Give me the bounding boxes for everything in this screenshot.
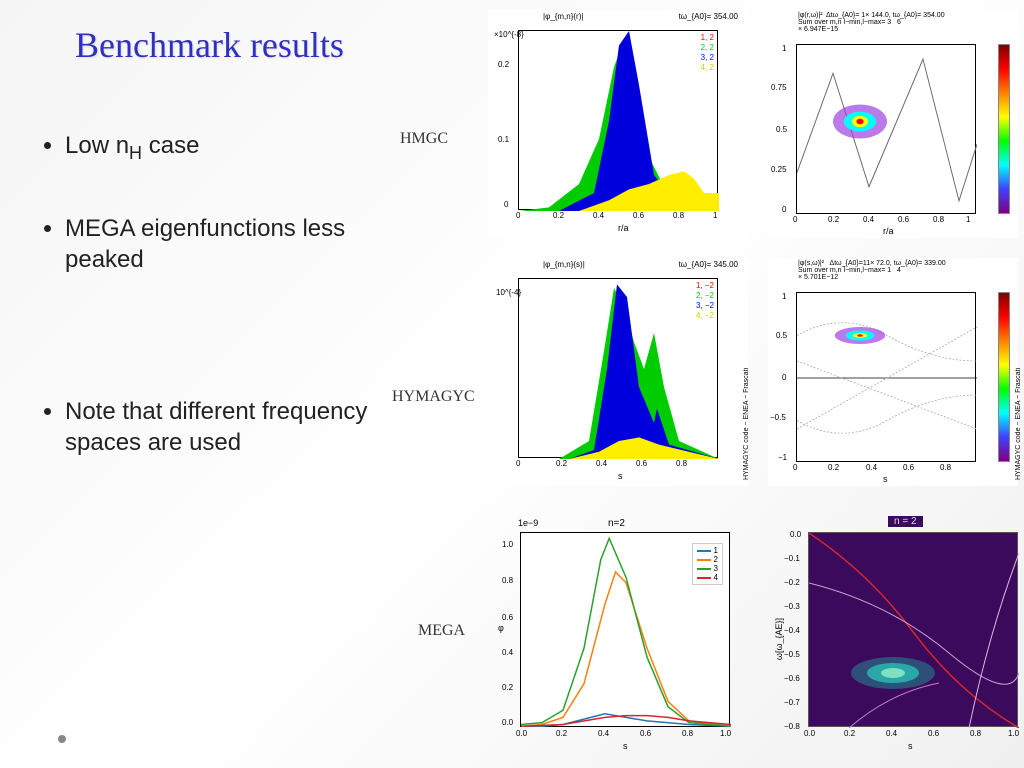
y-label: φ bbox=[498, 623, 504, 633]
legend-item: 3, −2 bbox=[696, 301, 714, 310]
page-title: Benchmark results bbox=[75, 24, 344, 66]
mega-omega-svg bbox=[809, 533, 1019, 728]
legend-item: 1, −2 bbox=[696, 281, 714, 290]
y-factor: 1e−9 bbox=[518, 518, 538, 528]
chart-title: |φ_{m,n}(s)| bbox=[543, 260, 585, 269]
hmgc-eigen-chart: |φ_{m,n}(r)| tω_{A0}= 354.00 1, 2 2, 2 3… bbox=[488, 10, 748, 238]
x-label: s bbox=[883, 474, 888, 484]
bullet-item: MEGA eigenfunctions less peaked bbox=[65, 213, 400, 275]
chart-annot: tω_{A0}= 345.00 bbox=[679, 260, 738, 269]
chart-title: n = 2 bbox=[888, 516, 923, 527]
legend-item: 2, 2 bbox=[701, 43, 714, 52]
bullet-item: Note that different frequency spaces are… bbox=[65, 396, 400, 458]
hymagyc-eigen-chart: |φ_{m,n}(s)| tω_{A0}= 345.00 1, −2 2, −2… bbox=[488, 258, 748, 486]
hmgc-omega-chart: |φ(r,ω)|² Δtω_{A0}= 1× 144.0, tω_{A0}= 3… bbox=[768, 10, 1018, 238]
y-factor: 10^{-4} bbox=[496, 288, 521, 297]
bullet-list: Low nH case MEGA eigenfunctions less pea… bbox=[40, 130, 400, 506]
hmgc-eigen-svg bbox=[519, 31, 719, 211]
colorbar bbox=[998, 44, 1010, 214]
legend-item: 2, −2 bbox=[696, 291, 714, 300]
x-label: s bbox=[908, 741, 913, 751]
colorbar bbox=[998, 292, 1010, 462]
mega-eigen-chart: n=2 1e−9 1 2 3 4 φ 0.0 0.2 0.4 0.6 0.8 1… bbox=[488, 508, 748, 756]
hymagyc-omega-svg bbox=[797, 293, 977, 463]
hmgc-eigen-annot: tω_{A0}= 354.00 bbox=[679, 12, 738, 21]
legend-item: 3, 2 bbox=[701, 53, 714, 62]
chart-title: n=2 bbox=[608, 518, 625, 529]
chart-grid: |φ_{m,n}(r)| tω_{A0}= 354.00 1, 2 2, 2 3… bbox=[488, 10, 1018, 758]
hymagyc-eigen-svg bbox=[519, 279, 719, 459]
side-label: HYMAGYC code − ENEA − Frascati bbox=[1015, 368, 1022, 480]
hymagyc-omega-chart: |φ(s,ω)|² Δtω_{A0}=11× 72.0, tω_{A0}= 33… bbox=[768, 258, 1018, 486]
bullet-item: Low nH case bbox=[65, 130, 400, 165]
page-indicator bbox=[58, 735, 66, 743]
mega-legend: 1 2 3 4 bbox=[692, 543, 723, 585]
chart-annot: |φ(s,ω)|² Δtω_{A0}=11× 72.0, tω_{A0}= 33… bbox=[798, 260, 946, 281]
row-label-hymagyc: HYMAGYC bbox=[392, 388, 475, 406]
hmgc-eigen-title: |φ_{m,n}(r)| bbox=[543, 12, 583, 21]
row-label-mega: MEGA bbox=[418, 622, 465, 640]
row-label-hmgc: HMGC bbox=[400, 130, 448, 148]
legend-item: 1, 2 bbox=[701, 33, 714, 42]
x-label: s bbox=[618, 471, 623, 481]
side-label: HYMAGYC code − ENEA − Frascati bbox=[743, 368, 750, 480]
hmgc-omega-annot: |φ(r,ω)|² Δtω_{A0}= 1× 144.0, tω_{A0}= 3… bbox=[798, 12, 945, 33]
y-factor: ×10^{-8} bbox=[494, 30, 524, 39]
legend-item: 4, 2 bbox=[701, 63, 714, 72]
x-label: s bbox=[623, 741, 628, 751]
legend-item: 4, −2 bbox=[696, 311, 714, 320]
hmgc-omega-svg bbox=[797, 45, 977, 215]
x-label: r/a bbox=[883, 226, 894, 236]
y-label: ω[ω_{AE}] bbox=[774, 618, 784, 660]
mega-omega-chart: n = 2 ω[ω_{AE}] 0.0 0.2 0.4 0.6 0.8 1.0 … bbox=[768, 508, 1018, 756]
x-label: r/a bbox=[618, 223, 629, 233]
